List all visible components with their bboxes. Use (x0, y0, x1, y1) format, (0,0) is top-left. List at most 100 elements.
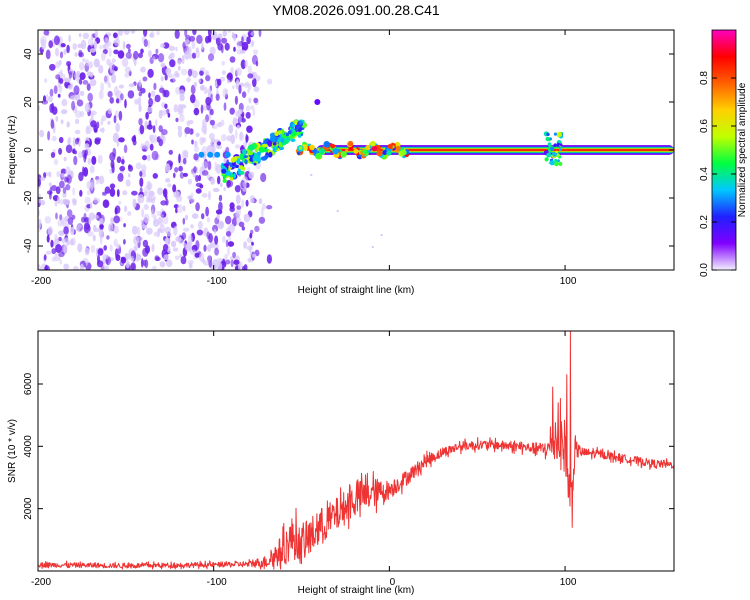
spectrogram-noise-point (64, 176, 68, 183)
spectrogram-chirp-point (231, 161, 236, 167)
spectrogram-noise-point (162, 89, 166, 98)
spectrogram-noise-point (117, 30, 124, 36)
spectrogram-noise-point (76, 227, 80, 232)
spectrogram-noise-point (182, 158, 187, 165)
spectrogram-band-point (362, 149, 368, 155)
colorbar-ticks: 0.0 0.2 0.4 0.6 0.8 (699, 71, 736, 277)
spectrogram-noise-point (63, 156, 67, 162)
spectrogram-noise-point (175, 86, 181, 95)
spectrogram-noise-point (137, 236, 143, 243)
spectrogram-band-point (370, 140, 376, 147)
spectrogram-noise-point (198, 78, 201, 84)
spectrogram-noise-point (173, 226, 178, 236)
spectrogram-noise-point (162, 215, 169, 225)
spectrogram-noise-point (93, 197, 101, 204)
spectrogram-noise-point (95, 227, 101, 233)
spectrogram-burst-point (549, 146, 555, 151)
spectrogram-noise-point (216, 214, 220, 220)
spectrogram-band-point (330, 143, 336, 149)
spectrogram-noise-point (57, 82, 61, 89)
spectrogram-noise-point (150, 134, 155, 144)
spectrogram-chirp-point (244, 159, 248, 165)
spectrogram-noise-point (122, 41, 126, 50)
spectrogram-noise-point (245, 134, 249, 144)
spectrogram-noise-point (116, 243, 121, 249)
spectrogram-noise-point (180, 256, 187, 265)
spectrogram-noise-point (96, 178, 99, 185)
spectrogram-noise-point (68, 34, 71, 43)
spectrogram-noise-point (194, 252, 200, 258)
spectrogram-noise-point (178, 89, 185, 97)
spectrogram-noise-point (165, 177, 171, 183)
spectrogram-noise-point (75, 138, 79, 145)
spectrogram-noise-point (243, 241, 248, 249)
spectrogram-chirp-point (283, 139, 288, 144)
spectrogram-noise-point (62, 192, 67, 198)
spectrogram-noise-point (86, 83, 91, 91)
spectrogram-noise-point (223, 186, 226, 192)
spectrogram-noise-point (258, 30, 262, 38)
spectrogram-noise-point (86, 190, 92, 196)
spectrogram-noise-point (207, 160, 212, 171)
spectrogram-chirp-point (277, 130, 283, 134)
spectrogram-noise-point (248, 171, 255, 179)
spectrogram-noise-point (246, 245, 253, 251)
spectrogram-noise-point (139, 177, 144, 187)
spectrogram-noise-point (167, 183, 172, 188)
spectrogram-band-point (296, 151, 301, 156)
spectrogram-noise-point (115, 98, 120, 104)
spectrogram-noise-point (51, 248, 57, 255)
spectrogram-noise-point (54, 199, 58, 207)
spectrogram-noise-point (140, 48, 144, 54)
spectrogram-noise-point (131, 135, 137, 143)
spectrogram-noise-point (153, 82, 157, 91)
spectrogram-noise-point (187, 46, 192, 55)
spectrogram-noise-point (210, 94, 213, 103)
spectrogram-noise-point (187, 68, 193, 77)
spectrogram-noise-point (251, 241, 254, 246)
spectrogram-chirp-point (268, 151, 273, 158)
spectrogram-burst-point (547, 142, 552, 147)
spectrogram-noise-point (208, 190, 211, 201)
spectrogram-noise-point (168, 45, 176, 52)
spectrogram-burst-point (554, 158, 558, 163)
spectrogram-noise-point (241, 226, 245, 231)
spectrogram-noise-point (79, 61, 85, 71)
spectrogram-noise-point (152, 56, 156, 61)
spectrogram-noise-point (43, 172, 47, 179)
spectrogram-noise-point (217, 78, 222, 86)
spectrogram-noise-point (214, 80, 218, 88)
spectrogram-noise-point (99, 218, 104, 225)
spectrogram-noise-point (108, 223, 112, 232)
spectrogram-noise-point (236, 79, 240, 85)
spectrogram-noise-point (142, 76, 148, 82)
spectrogram-noise-point (218, 201, 223, 212)
spectrogram-noise-point (252, 253, 257, 258)
spectrogram-noise-point (193, 153, 199, 161)
spectrogram-noise-point (238, 84, 242, 95)
spectrogram-band-point (386, 150, 392, 156)
snr-panel: -200 -100 0 100 2000 4000 6000 Height of strai… (7, 330, 675, 596)
spectrogram-noise-point (97, 154, 103, 164)
spectrogram-noise-point (193, 107, 200, 116)
spectrogram-noise-point (68, 71, 73, 79)
spectrogram-noise-point (119, 165, 126, 172)
spectrogram-noise-point (112, 147, 117, 158)
spectrogram-noise-point (192, 70, 198, 79)
spectrogram-noise-point (142, 247, 149, 257)
spectrogram-noise-point (53, 158, 59, 166)
spectrogram-noise-point (107, 107, 112, 115)
spectrogram-noise-point (72, 199, 77, 206)
spectrogram-noise-point (71, 214, 76, 220)
spectrogram-noise-point (180, 68, 188, 76)
spectrogram-noise-point (113, 49, 119, 55)
spectrogram-noise-point (61, 172, 65, 178)
spectrogram-noise-point (40, 39, 47, 46)
spectrogram-noise-point (199, 184, 204, 189)
spectrogram-noise-point (164, 194, 168, 200)
spectrogram-noise-point (207, 53, 215, 62)
spectrogram-noise-point (227, 246, 230, 256)
spectrogram-noise-point (99, 44, 103, 50)
spectrogram-burst-point (549, 160, 555, 166)
